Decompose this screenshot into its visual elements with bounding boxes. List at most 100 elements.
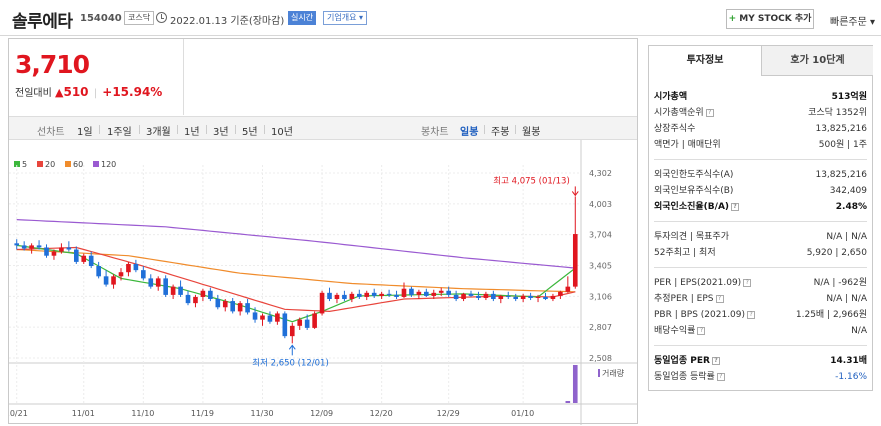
- ma20-line: [16, 246, 576, 313]
- candle-body: [297, 319, 303, 326]
- help-icon[interactable]: ?: [731, 202, 740, 211]
- info-key-text: 상장주식수: [654, 124, 696, 134]
- help-icon[interactable]: ?: [711, 356, 720, 365]
- period-daily[interactable]: 일봉: [460, 127, 479, 138]
- period-3m[interactable]: 3개월: [146, 127, 171, 138]
- help-icon[interactable]: ?: [705, 108, 714, 117]
- info-row: 배당수익률? N/A: [654, 323, 867, 339]
- info-row: 추정PER | EPS? N/A | N/A: [654, 291, 867, 307]
- info-row: 상장주식수 13,825,216: [654, 121, 867, 137]
- candle-body: [520, 295, 526, 300]
- period-weekly[interactable]: 주봉: [491, 127, 510, 138]
- info-key: 배당수익률?: [654, 323, 706, 339]
- candle-body: [66, 247, 72, 250]
- divider: [654, 345, 867, 346]
- legend-swatch: [65, 161, 71, 167]
- help-icon[interactable]: ?: [743, 278, 752, 287]
- quick-order-dropdown[interactable]: 빠른주문 ▾: [830, 17, 875, 28]
- x-tick-label: 11/30: [250, 409, 273, 418]
- candle-body: [170, 286, 176, 295]
- add-mystock-button[interactable]: + MY STOCK 추가: [726, 9, 814, 29]
- info-row: 시가총액순위? 코스닥 1352위: [654, 105, 867, 121]
- period-1y[interactable]: 1년: [184, 127, 200, 138]
- period-monthly[interactable]: 월봉: [522, 127, 541, 138]
- candle-body: [513, 296, 519, 300]
- candle-body: [394, 294, 399, 297]
- candle-body: [193, 296, 198, 304]
- period-5y[interactable]: 5년: [242, 127, 258, 138]
- candle-body: [200, 290, 206, 297]
- candle-body: [438, 290, 444, 293]
- candle-body: [468, 293, 474, 296]
- info-value: N/A | N/A: [826, 232, 867, 242]
- candle-body: [424, 291, 429, 296]
- period-3y[interactable]: 3년: [213, 127, 229, 138]
- info-value: 513억원: [831, 92, 867, 102]
- info-key: 추정PER | EPS?: [654, 291, 724, 307]
- x-tick-label: 11/10: [131, 409, 154, 418]
- candle-body: [327, 292, 332, 300]
- divider: [206, 125, 207, 134]
- divider: |: [93, 88, 98, 99]
- divider: [654, 221, 867, 222]
- y-tick-label: 3,405: [589, 262, 612, 271]
- candle-body: [371, 292, 377, 296]
- x-tick-label: 12/29: [437, 409, 460, 418]
- period-1d[interactable]: 1일: [77, 127, 93, 138]
- divider: [235, 125, 236, 134]
- period-10y[interactable]: 10년: [271, 127, 293, 138]
- change-label: 전일대비: [15, 88, 52, 99]
- info-key-text: PBR | BPS (2021.09): [654, 310, 746, 320]
- info-key-text: 추정PER | EPS: [654, 294, 714, 304]
- help-icon[interactable]: ?: [715, 294, 724, 303]
- ma60-line: [16, 248, 576, 293]
- info-key: 외국인한도주식수(A): [654, 167, 733, 183]
- period-1w[interactable]: 1주일: [107, 127, 132, 138]
- info-value: N/A | N/A: [826, 294, 867, 304]
- current-price: 3,710: [15, 50, 90, 79]
- candle-body: [349, 293, 355, 300]
- candle-body: [118, 272, 124, 277]
- candle-body: [431, 292, 437, 296]
- candle-body: [126, 263, 131, 273]
- legend-ma5: 5: [14, 160, 27, 169]
- candle-body: [498, 295, 504, 300]
- info-key-text: PER | EPS(2021.09): [654, 278, 742, 288]
- candle-body: [364, 292, 370, 297]
- add-mystock-label: MY STOCK 추가: [739, 14, 812, 24]
- candle-body: [505, 295, 511, 297]
- candle-body: [565, 286, 571, 292]
- candle-body: [267, 315, 273, 322]
- candle-body: [275, 313, 280, 322]
- help-icon[interactable]: ?: [747, 310, 756, 319]
- candle-body: [178, 286, 183, 295]
- x-tick-label: 10/21: [9, 409, 28, 418]
- tab-order-book[interactable]: 호가 10단계: [761, 46, 873, 76]
- info-value: 14.31배: [830, 356, 867, 366]
- candle-body: [88, 255, 94, 267]
- candle-body: [141, 270, 146, 279]
- y-tick-label: 4,302: [589, 169, 612, 178]
- info-key-text: 동일업종 등락률: [654, 372, 715, 382]
- help-icon[interactable]: ?: [697, 326, 706, 335]
- info-value: 1.25배 | 2,966원: [795, 310, 867, 320]
- info-key-text: 외국인보유주식수(B): [654, 186, 734, 196]
- info-key: 동일업종 등락률?: [654, 369, 725, 385]
- volume-label: 거래량: [602, 368, 625, 378]
- info-key-text: 52주최고 | 최저: [654, 248, 716, 258]
- candle-body: [133, 263, 139, 271]
- realtime-button[interactable]: 실시간: [288, 11, 317, 25]
- info-row: PER | EPS(2021.09)? N/A | -962원: [654, 275, 867, 291]
- candle-body: [379, 293, 384, 296]
- period-toolbar: 선차트 1일 1주일 3개월 1년 3년 5년 10년 봉차트 일봉 주봉 월봉: [9, 116, 637, 140]
- tab-investment-info[interactable]: 투자정보: [649, 46, 761, 76]
- clock-icon: [156, 12, 167, 23]
- info-row: 투자의견 | 목표주가 N/A | N/A: [654, 229, 867, 245]
- candle-body: [312, 313, 317, 328]
- company-overview-dropdown[interactable]: 기업개요 ▾: [323, 11, 367, 25]
- company-name: 솔루에타: [12, 12, 73, 32]
- candle-body: [446, 290, 451, 295]
- help-icon[interactable]: ?: [716, 372, 725, 381]
- legend-label: 5: [22, 160, 28, 169]
- info-key-text: 외국인소진율(B/A): [654, 202, 730, 212]
